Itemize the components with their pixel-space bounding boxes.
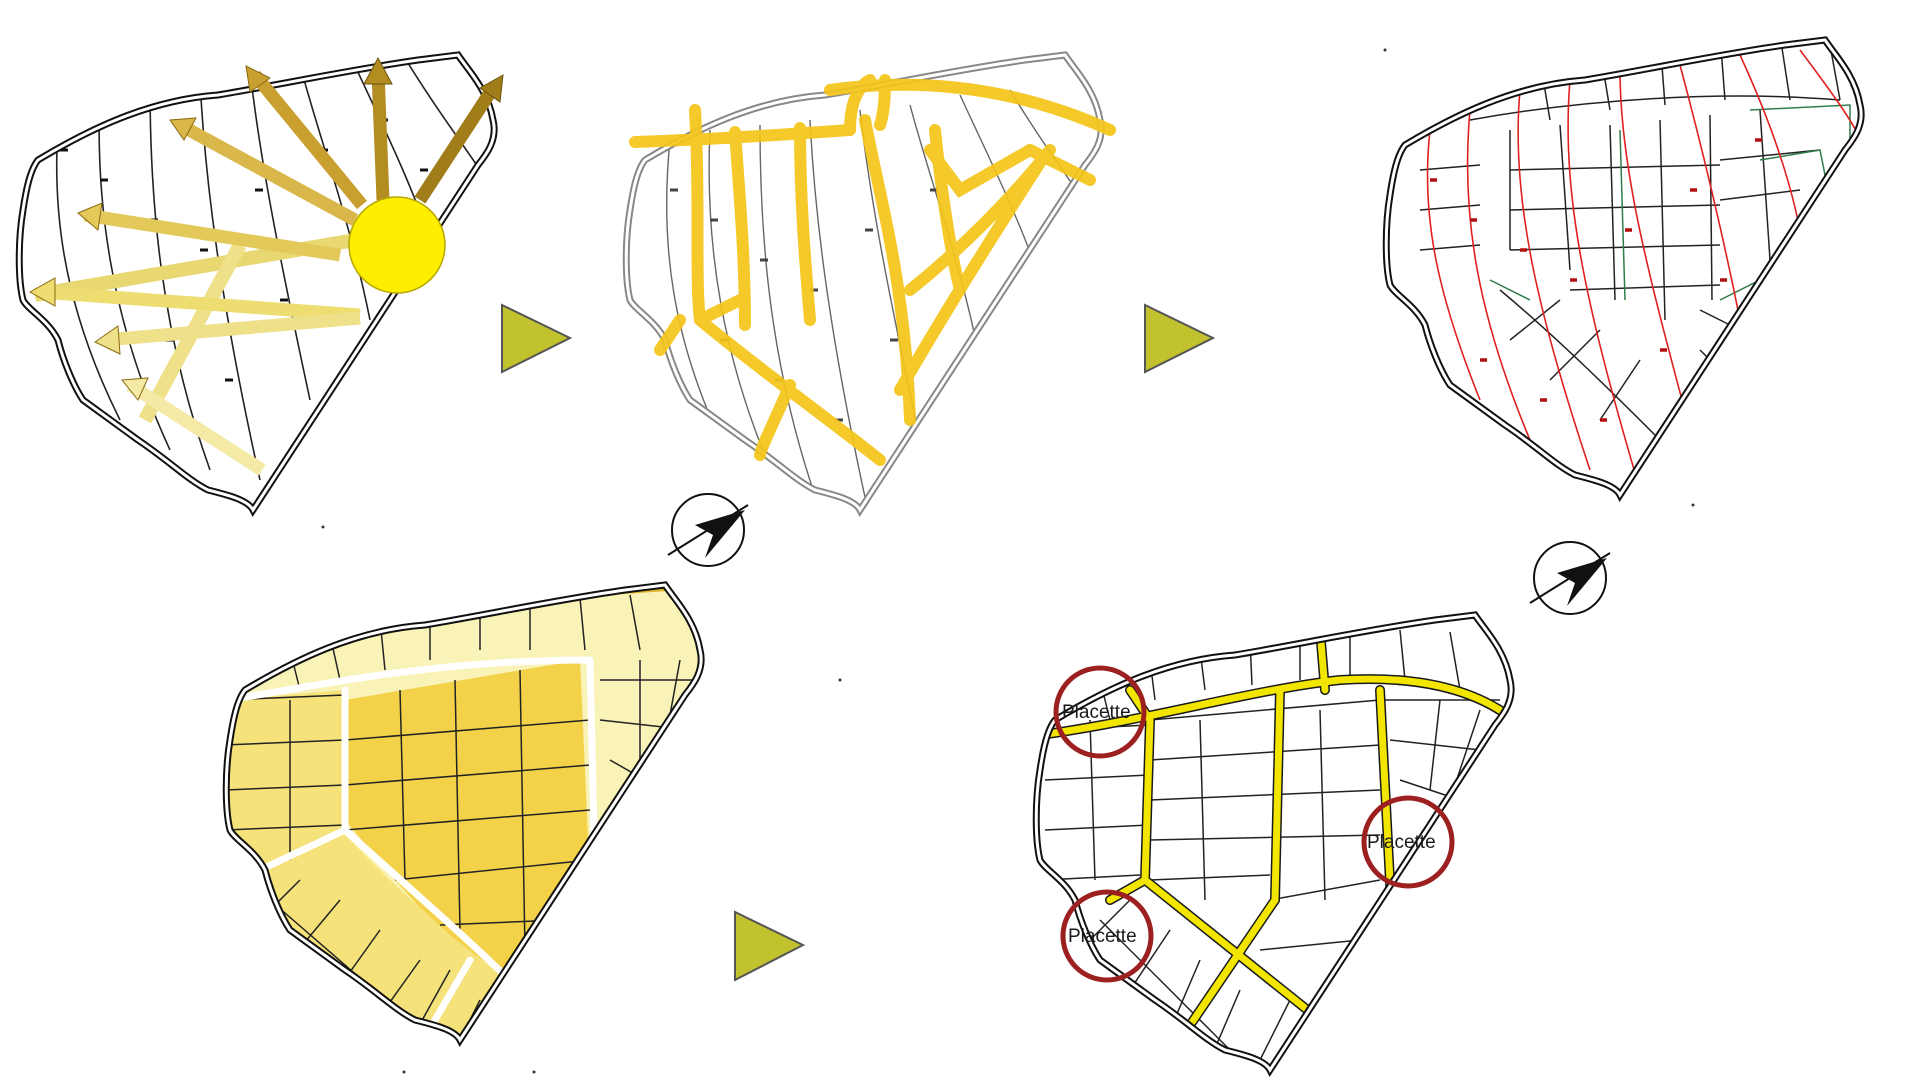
placette-marker: Placette: [1053, 665, 1147, 759]
stray-dots: [321, 48, 1695, 1074]
panel-parcel-grid: [1380, 0, 1910, 520]
north-arrow-icon: [667, 493, 749, 567]
sun-rays: [28, 56, 504, 476]
north-arrow-icon: [1529, 541, 1611, 615]
placette-label: Placette: [1062, 702, 1131, 723]
panel-sunlight-zoning: [200, 540, 760, 1080]
panel-solar-analysis: [0, 0, 504, 540]
placette-marker: Placette: [1060, 889, 1154, 983]
placette-label: Placette: [1367, 832, 1436, 853]
panel-road-network: [600, 0, 1116, 540]
step-arrow-icon: [1144, 303, 1216, 374]
sun-icon: [348, 196, 446, 294]
step-arrow-icon: [734, 910, 806, 982]
road-lines: [629, 74, 1116, 466]
placette-marker: Placette: [1361, 795, 1455, 889]
placette-label: Placette: [1068, 926, 1137, 947]
panel-final-layout: Placette Placette Placette: [1010, 570, 1570, 1090]
step-arrow-icon: [501, 303, 573, 374]
